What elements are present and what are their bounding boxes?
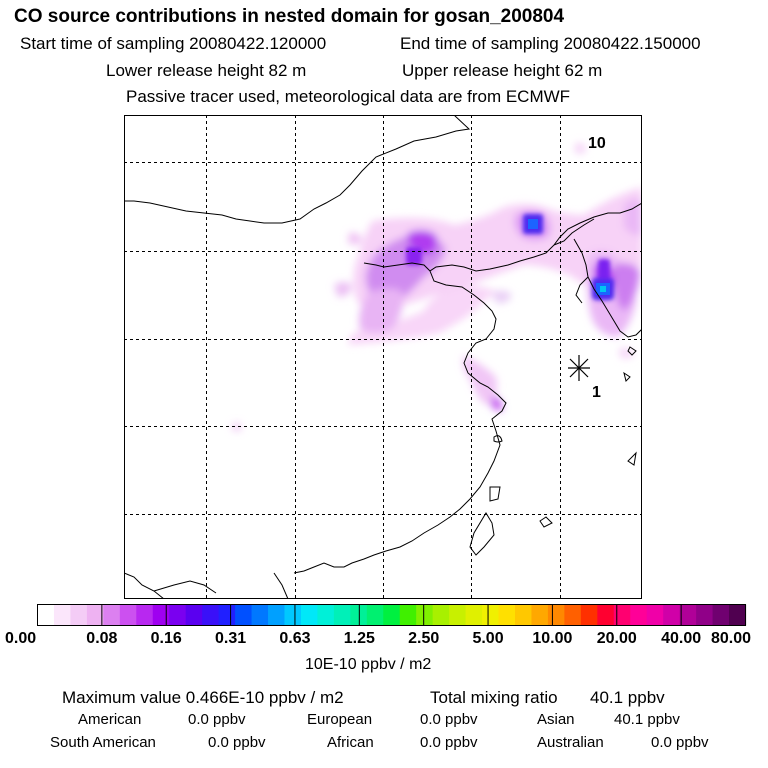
american-value: 0.0 ppbv: [188, 711, 246, 728]
colorbar-tick-label: 10.00: [532, 630, 573, 647]
colorbar-cell: [70, 604, 88, 626]
colorbar-cell: [465, 604, 483, 626]
colorbar: [37, 604, 747, 626]
colorbar-cell: [317, 604, 335, 626]
colorbar-cell: [53, 604, 72, 626]
asian-value: 40.1 ppbv: [614, 711, 680, 728]
colorbar-cell: [268, 604, 286, 626]
colorbar-cell: [564, 604, 582, 626]
maximum-value: Maximum value 0.466E-10 ppbv / m2: [62, 688, 344, 707]
colorbar-cell: [119, 604, 137, 626]
lat-lon-grid: [124, 115, 642, 599]
colorbar-cell: [284, 604, 302, 626]
colorbar-cell: [712, 604, 730, 626]
colorbar-cell: [531, 604, 549, 626]
coastlines: [124, 115, 642, 599]
start-time: Start time of sampling 20080422.120000: [20, 34, 327, 53]
colorbar-cell: [679, 604, 697, 626]
australian-value: 0.0 ppbv: [651, 734, 709, 751]
colorbar-cell: [646, 604, 664, 626]
colorbar-tick-label: 2.50: [408, 630, 440, 647]
total-mixing-ratio-value: 40.1 ppbv: [590, 688, 665, 707]
colorbar-cell: [366, 604, 384, 626]
colorbar-cell: [663, 604, 681, 626]
colorbar-cell: [136, 604, 154, 626]
american-label: American: [78, 711, 142, 728]
upper-release-height: Upper release height 62 m: [402, 61, 603, 80]
total-mixing-ratio-label: Total mixing ratio: [430, 688, 558, 707]
colorbar-tick-label: 5.00: [472, 630, 504, 647]
colorbar-tick-label: 80.00: [711, 630, 752, 647]
colorbar-cell: [613, 604, 631, 626]
colorbar-cell: [696, 604, 714, 626]
asian-label: Asian: [537, 711, 575, 728]
colorbar-cell: [416, 604, 434, 626]
colorbar-cell: [86, 604, 104, 626]
south-american-value: 0.0 ppbv: [208, 734, 266, 751]
map-frame: [124, 115, 642, 599]
colorbar-cell: [514, 604, 533, 626]
colorbar-cell: [547, 604, 565, 626]
colorbar-cell: [630, 604, 648, 626]
concentration-field: [232, 142, 642, 431]
colorbar-cell: [152, 604, 170, 626]
colorbar-cell: [449, 604, 467, 626]
marker-label-10: 10: [588, 135, 606, 152]
colorbar-cell: [300, 604, 319, 626]
african-value: 0.0 ppbv: [420, 734, 478, 751]
colorbar-cell: [251, 604, 269, 626]
lower-release-height: Lower release height 82 m: [106, 61, 307, 80]
colorbar-cell: [202, 604, 220, 626]
colorbar-cell: [482, 604, 500, 626]
colorbar-cell: [235, 604, 253, 626]
colorbar-tick-label: 0.00: [5, 630, 37, 647]
receptor-label: 1: [592, 384, 601, 401]
colorbar-cell: [580, 604, 598, 626]
european-label: European: [307, 711, 373, 728]
australian-label: Australian: [537, 734, 604, 751]
colorbar-cell: [729, 604, 747, 626]
colorbar-cell: [432, 604, 450, 626]
end-time: End time of sampling 20080422.150000: [400, 34, 701, 53]
european-value: 0.0 ppbv: [420, 711, 478, 728]
colorbar-cell: [103, 604, 121, 626]
colorbar-cell: [185, 604, 203, 626]
map-panel: 1 10: [124, 115, 642, 599]
colorbar-cell: [37, 604, 55, 626]
receptor-marker: [568, 355, 590, 381]
colorbar-tick-label: 0.08: [86, 630, 118, 647]
colorbar-tick-label: 1.25: [343, 630, 375, 647]
colorbar-unit: 10E-10 ppbv / m2: [305, 656, 432, 673]
colorbar-cell: [218, 604, 236, 626]
south-american-label: South American: [50, 734, 156, 751]
colorbar-cell: [498, 604, 516, 626]
colorbar-tick-label: 0.63: [279, 630, 311, 647]
colorbar-tick-label: 0.16: [150, 630, 182, 647]
colorbar-tick-label: 0.31: [215, 630, 247, 647]
tracer-info: Passive tracer used, meteorological data…: [126, 87, 571, 106]
african-label: African: [327, 734, 374, 751]
colorbar-cell: [383, 604, 401, 626]
colorbar-cell: [399, 604, 417, 626]
colorbar-tick-label: 20.00: [596, 630, 637, 647]
colorbar-cell: [333, 604, 351, 626]
colorbar-tick-label: 40.00: [661, 630, 702, 647]
colorbar-cell: [169, 604, 187, 626]
plot-title: CO source contributions in nested domain…: [14, 6, 565, 27]
colorbar-cell: [597, 604, 615, 626]
